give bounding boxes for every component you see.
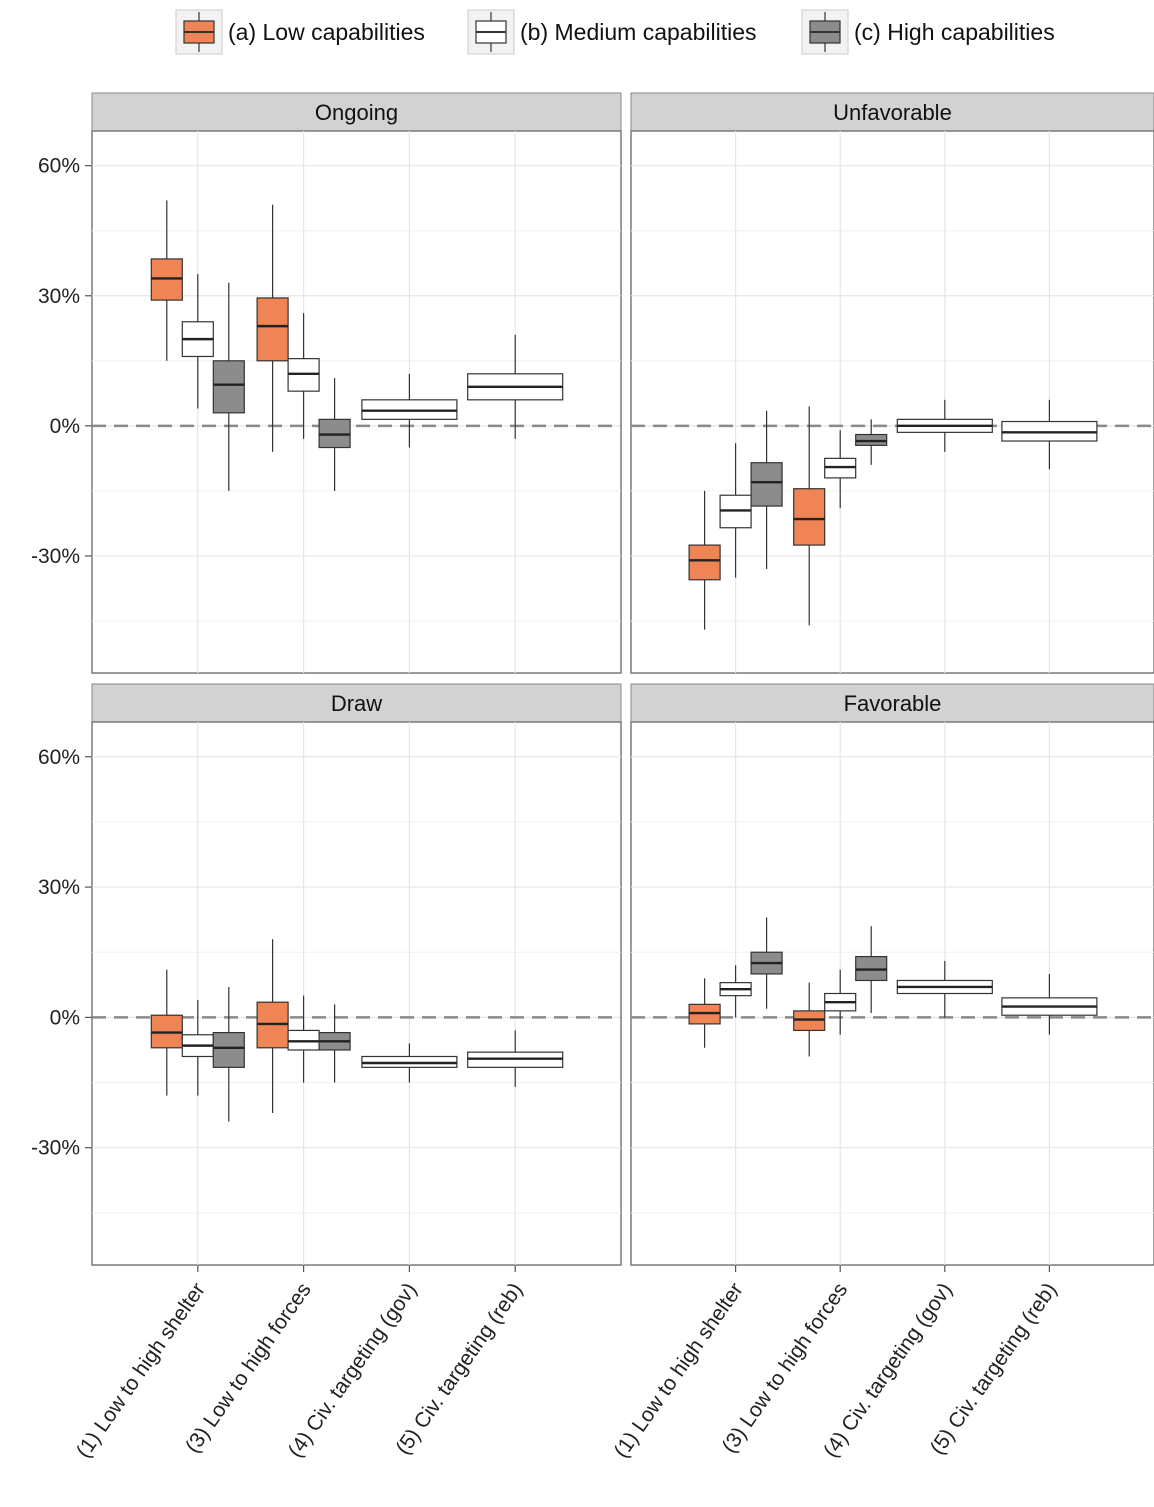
- facet-panels: Ongoing Unfavorable Draw Favorable: [92, 93, 1154, 1265]
- y-tick-label: 0%: [50, 415, 80, 438]
- legend-item-med: (b) Medium capabilities: [468, 10, 756, 54]
- y-axis: 60% 30% 0% -30% 60% 30% 0% -30%: [31, 155, 92, 1160]
- legend-label: (b) Medium capabilities: [520, 19, 756, 45]
- panel-title: Favorable: [844, 691, 942, 716]
- legend-label: (c) High capabilities: [854, 19, 1055, 45]
- y-tick-label: -30%: [31, 1137, 80, 1160]
- panel-background: [631, 722, 1154, 1265]
- panel-unfavorable: Unfavorable: [631, 93, 1154, 673]
- box-body: [751, 463, 782, 506]
- panel-title: Ongoing: [315, 100, 398, 125]
- panel-title: Draw: [331, 691, 382, 716]
- legend-label: (a) Low capabilities: [228, 19, 425, 45]
- legend-item-low: (a) Low capabilities: [176, 10, 425, 54]
- panel-title: Unfavorable: [833, 100, 952, 125]
- panel-favorable: Favorable: [631, 684, 1154, 1265]
- y-tick-label: 60%: [38, 746, 80, 769]
- panel-ongoing: Ongoing: [92, 93, 621, 673]
- y-tick-label: 60%: [38, 155, 80, 178]
- legend-item-high: (c) High capabilities: [802, 10, 1055, 54]
- panel-background: [92, 131, 621, 673]
- y-tick-label: 30%: [38, 285, 80, 308]
- panel-background: [92, 722, 621, 1265]
- box-body: [257, 298, 288, 361]
- y-tick-label: 0%: [50, 1006, 80, 1029]
- x-axis: (1) Low to high shelter(3) Low to high f…: [72, 1265, 1062, 1462]
- box-body: [689, 545, 720, 580]
- y-tick-label: 30%: [38, 876, 80, 899]
- panel-background: [631, 131, 1154, 673]
- x-tick-label: (5) Civ. targeting (reb): [392, 1279, 528, 1459]
- panel-draw: Draw: [92, 684, 621, 1265]
- box-body: [794, 489, 825, 545]
- box-body: [213, 361, 244, 413]
- legend: (a) Low capabilities (b) Medium capabilit…: [176, 10, 1055, 54]
- box-body: [213, 1033, 244, 1068]
- y-tick-label: -30%: [31, 545, 80, 568]
